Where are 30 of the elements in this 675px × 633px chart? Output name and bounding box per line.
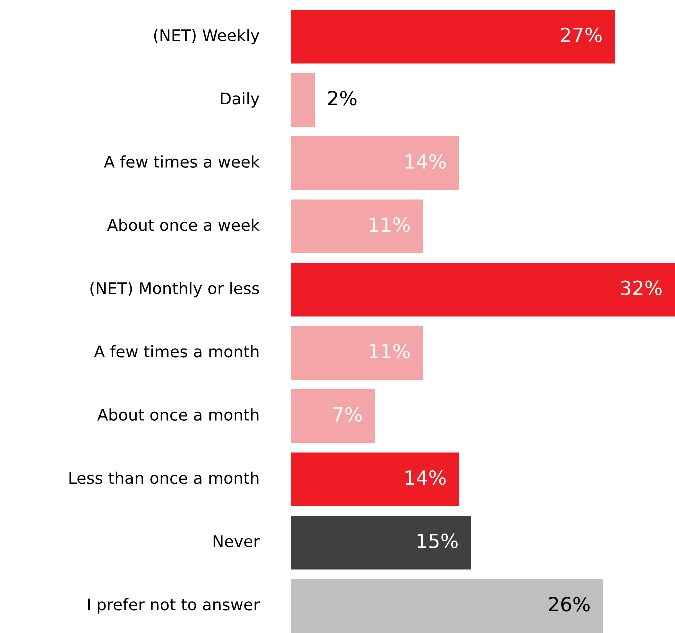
data-label: 15% — [418, 534, 458, 549]
y-tick-label: Never — [214, 536, 260, 548]
bar — [291, 200, 423, 254]
bar — [291, 262, 675, 317]
data-label: 26% — [549, 597, 590, 612]
y-tick-label: Less than once a month — [70, 472, 259, 484]
y-tick-label: I prefer not to answer — [88, 598, 260, 614]
y-tick-label: A few times a week — [104, 156, 260, 168]
y-tick-label: Daily — [221, 92, 260, 108]
y-tick-label: About once a week — [107, 218, 260, 232]
bar — [291, 73, 315, 128]
bar — [291, 579, 603, 633]
data-label: 2% — [328, 91, 357, 106]
data-label: 11% — [370, 344, 410, 359]
data-label: 11% — [370, 218, 410, 232]
bar — [291, 516, 471, 570]
y-tick-label: (NET) Monthly or less — [90, 282, 260, 298]
bar — [291, 10, 615, 64]
data-label: 32% — [621, 280, 662, 296]
data-label: 27% — [561, 28, 602, 43]
y-tick-label: A few times a month — [94, 345, 259, 358]
bar — [291, 452, 459, 507]
data-label: 14% — [406, 154, 446, 170]
data-label: 7% — [334, 407, 362, 422]
data-label: 14% — [406, 470, 446, 486]
y-tick-label: (NET) Weekly — [154, 29, 260, 45]
y-tick-label: About once a month — [98, 408, 259, 422]
bar — [291, 326, 423, 380]
bar — [291, 389, 375, 444]
bar — [291, 136, 459, 190]
